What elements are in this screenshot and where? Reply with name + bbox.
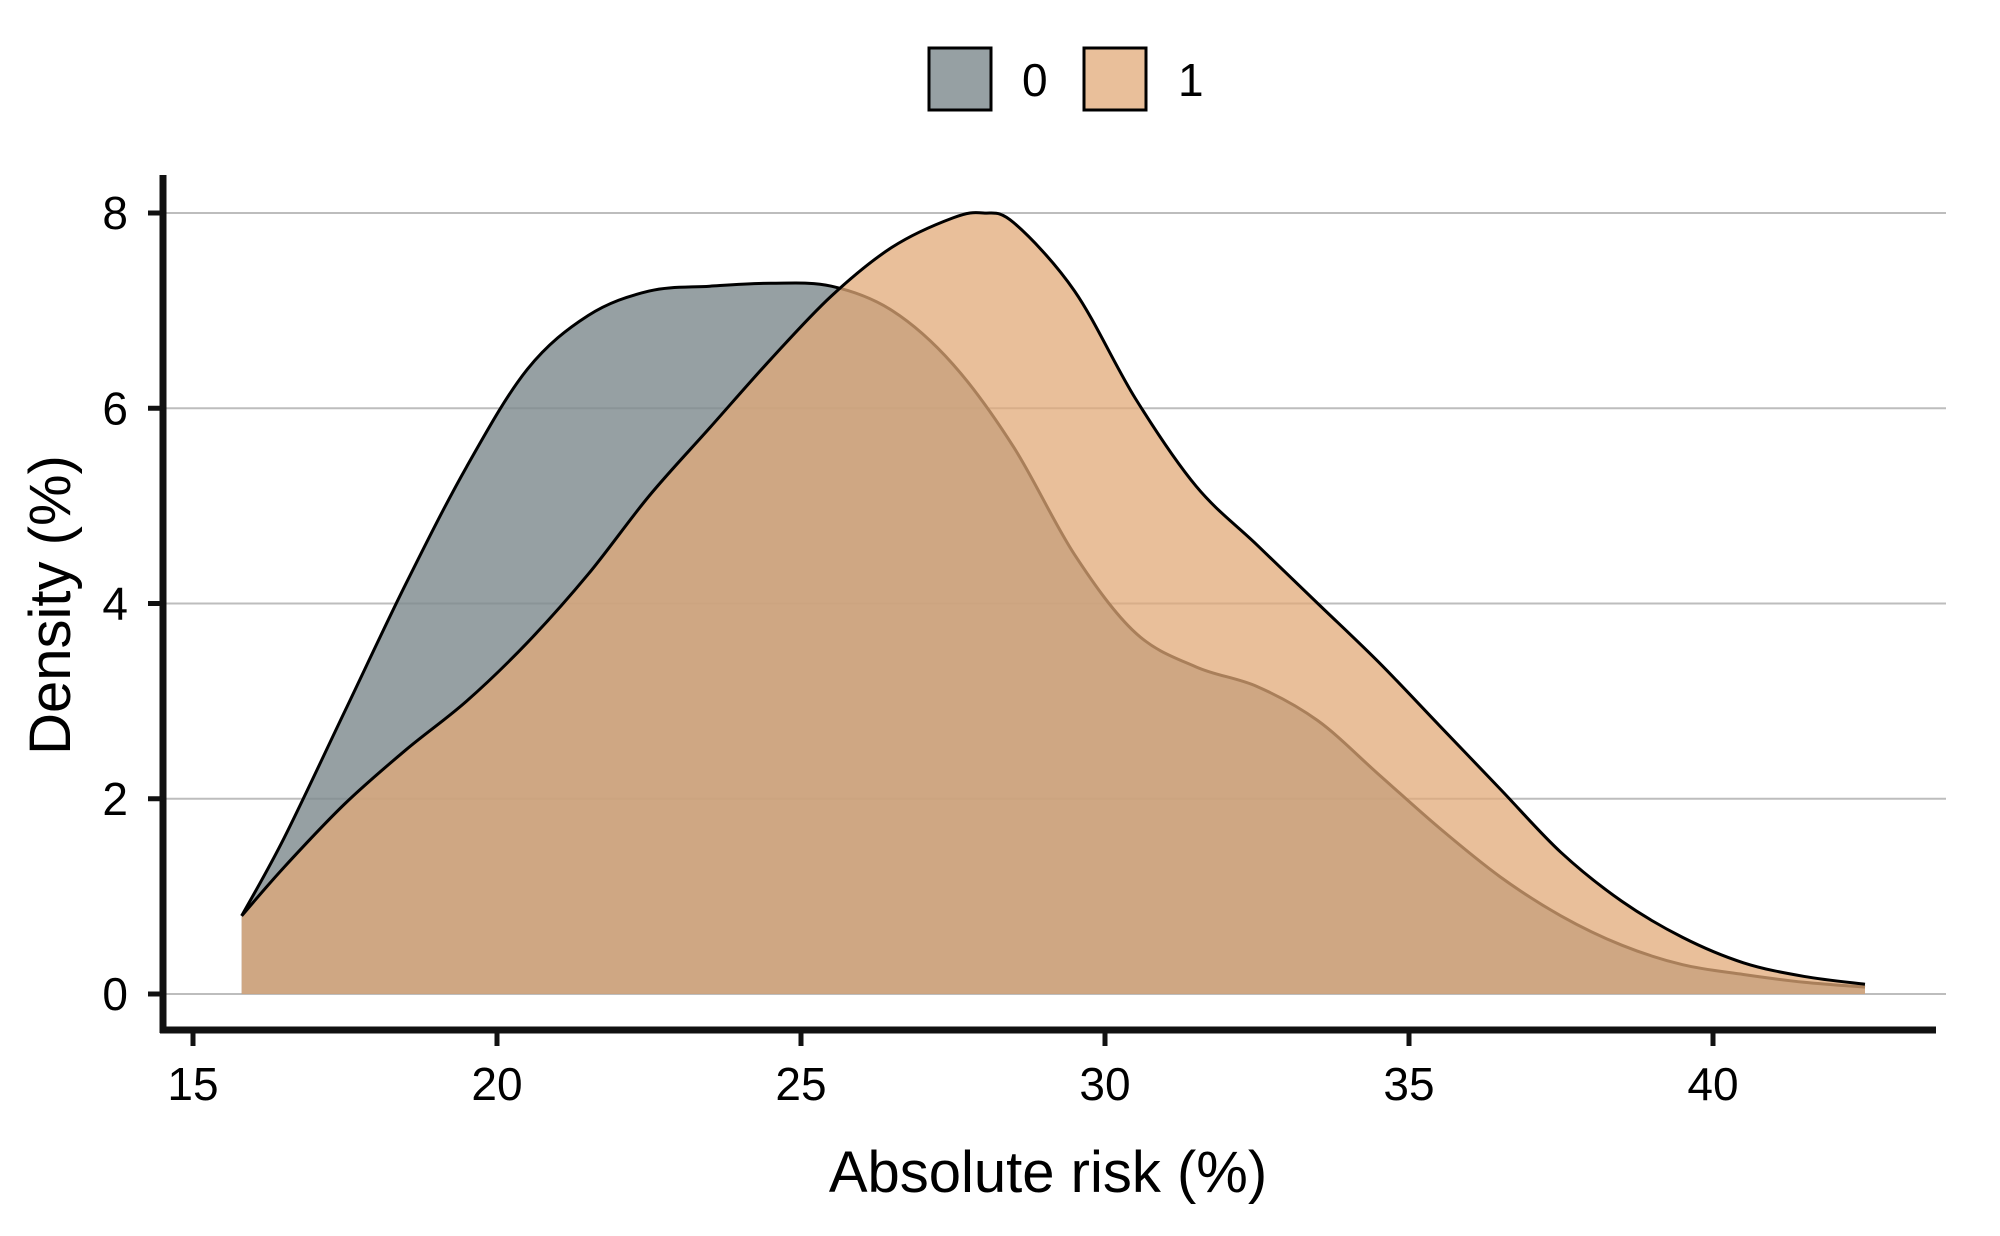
x-axis-title: Absolute risk (%) (829, 1140, 1267, 1205)
x-tick-label-35: 35 (1383, 1058, 1434, 1110)
density-curve-series-1 (240, 211, 1866, 986)
y-tick-label-2: 2 (102, 773, 128, 825)
legend-label-series-1: 1 (1178, 54, 1204, 106)
legend-swatch-series-1 (1082, 46, 1148, 112)
x-tick-label-40: 40 (1687, 1058, 1738, 1110)
y-axis-title: Density (%) (18, 455, 83, 755)
x-tick-label-25: 25 (775, 1058, 826, 1110)
x-tick-label-15: 15 (167, 1058, 218, 1110)
density-area-series-1 (241, 212, 1865, 994)
x-tick-label-20: 20 (471, 1058, 522, 1110)
y-tick-label-0: 0 (102, 968, 128, 1020)
y-ticks: 0 2 4 6 8 (102, 187, 163, 1020)
y-tick-label-4: 4 (102, 578, 128, 630)
x-tick-label-30: 30 (1079, 1058, 1130, 1110)
legend-swatch-series-0 (927, 46, 993, 112)
y-tick-label-6: 6 (102, 382, 128, 434)
legend-label-series-0: 0 (1022, 54, 1048, 106)
y-tick-label-8: 8 (102, 187, 128, 239)
x-ticks: 15 20 25 30 35 40 (167, 1030, 1739, 1110)
density-areas (240, 211, 1866, 994)
